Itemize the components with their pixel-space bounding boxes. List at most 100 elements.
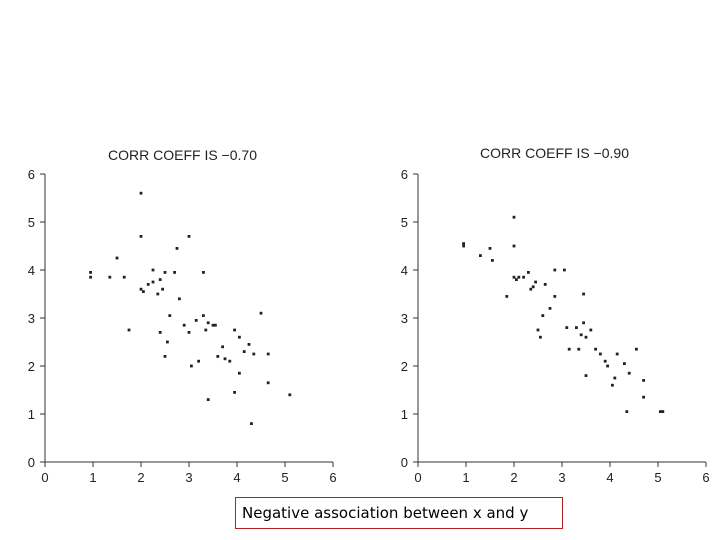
chart-1-y-tick-label: 4 [28,263,35,278]
chart-1-y-tick-label: 5 [28,215,35,230]
chart-2-data-point [512,244,516,248]
chart-2-data-point [479,254,482,257]
chart-1-data-point [89,271,92,274]
chart-1-data-point [166,340,169,344]
chart-2-data-point [462,242,465,245]
chart-1-data-point [122,275,126,279]
chart-2-data-point [661,410,665,413]
chart-1-data-point [182,323,186,327]
chart-2-y-tick-label: 6 [401,167,408,182]
chart-1-x-tick-label: 6 [329,470,336,485]
chart-1-data-point [266,381,270,385]
chart-2-data-point [611,383,614,387]
chart-2-data-point [613,376,617,380]
chart-2-data-point [567,347,571,351]
chart-2-data-point [623,362,626,365]
chart-1-data-point [142,290,145,293]
chart-1-x-tick-label: 1 [89,470,96,485]
chart-1-data-point [233,391,236,394]
chart-2-data-point [579,333,583,337]
chart-1-data-point [214,323,217,327]
chart-1-data-point [139,235,143,238]
chart-1-x-tick-label: 3 [185,470,192,485]
chart-1-data-point [266,352,270,356]
chart-1-data-point [242,350,246,353]
chart-1-data-point [158,331,162,334]
chart-1-data-point [202,271,205,274]
chart-1-x-tick-label: 2 [137,470,144,485]
chart-1-data-point [252,352,256,356]
chart-2-data-point [543,283,547,286]
chart-2-data-point [615,352,619,356]
chart-1-data-point [211,323,215,327]
chart-2-data-point [539,335,542,339]
chart-1-data-point [151,280,155,284]
chart-2-y-tick-label: 3 [401,311,408,326]
chart-1-data-point [178,297,181,301]
chart-1-data-point [259,311,263,315]
chart-2-data-point [642,379,645,382]
chart-2-x-tick-label: 1 [462,470,469,485]
chart-2-data-point [529,287,533,291]
chart-1-data-point [175,247,179,250]
chart-2-data-point [627,371,631,375]
chart-1-data-point [238,335,241,339]
chart-2-y-tick-label: 1 [401,407,408,422]
chart-1-data-point [223,357,227,361]
chart-1-data-point [158,278,162,281]
chart-2-data-point [517,275,521,279]
chart-2-data-point [594,347,597,351]
chart-1-data-point [194,319,198,322]
chart-2-data-point [589,328,593,332]
chart-1-data-point [127,328,131,332]
chart-2-data-point [536,328,540,332]
chart-1-data-point [204,328,208,332]
chart-1-data-point [228,359,232,363]
chart-2-data-point [582,321,585,325]
chart-2-data-point [522,275,525,279]
chart-2-title: CORR COEFF IS −0.90 [480,145,629,161]
chart-1-data-point [190,364,193,368]
chart-1-data-point [202,314,205,317]
chart-1-data-point [139,191,143,195]
chart-2-data-point [553,268,557,272]
chart-2-data-point [603,359,607,363]
chart-1-data-point [247,343,251,346]
chart-1-data-point [161,287,164,291]
chart-1-data-point [173,271,176,274]
chart-2-data-point [527,271,530,274]
chart-1-data-point [233,328,236,332]
chart-2-data-point [512,275,516,279]
chart-2-y-tick-label: 4 [401,263,408,278]
chart-2-data-point [606,364,609,368]
chart-2-x-tick-label: 2 [510,470,517,485]
chart-1-data-point [187,235,191,238]
caption-text: Negative association between x and y [242,504,529,522]
chart-2-data-point [577,347,581,351]
chart-2-x-tick-label: 3 [558,470,565,485]
chart-2-data-point [531,285,535,289]
chart-2-data-point [553,295,557,298]
chart-1-y-tick-label: 3 [28,311,35,326]
chart-2-data-point [565,326,569,329]
chart-2-y-tick-label: 0 [401,455,408,470]
chart-2-data-point [625,410,629,413]
chart-2-data-point [584,335,588,339]
chart-1-data-point [163,271,167,274]
chart-2-y-tick-label: 5 [401,215,408,230]
chart-1-data-point [288,393,292,397]
chart-2-data-point [491,259,494,262]
chart-1-data-point [206,321,210,325]
chart-2-data-point [563,268,566,272]
chart-1-title: CORR COEFF IS −0.70 [108,147,257,163]
chart-2-data-point [584,374,588,377]
chart-2-data-point [582,292,585,296]
chart-2-data-point [575,326,578,329]
chart-2-data-point [505,295,509,298]
chart-2-data-point [515,278,518,281]
caption-box: Negative association between x and y [235,497,563,529]
chart-2-data-point [659,410,662,413]
chart-1-y-tick-label: 2 [28,359,35,374]
chart-1-data-point [197,359,200,363]
